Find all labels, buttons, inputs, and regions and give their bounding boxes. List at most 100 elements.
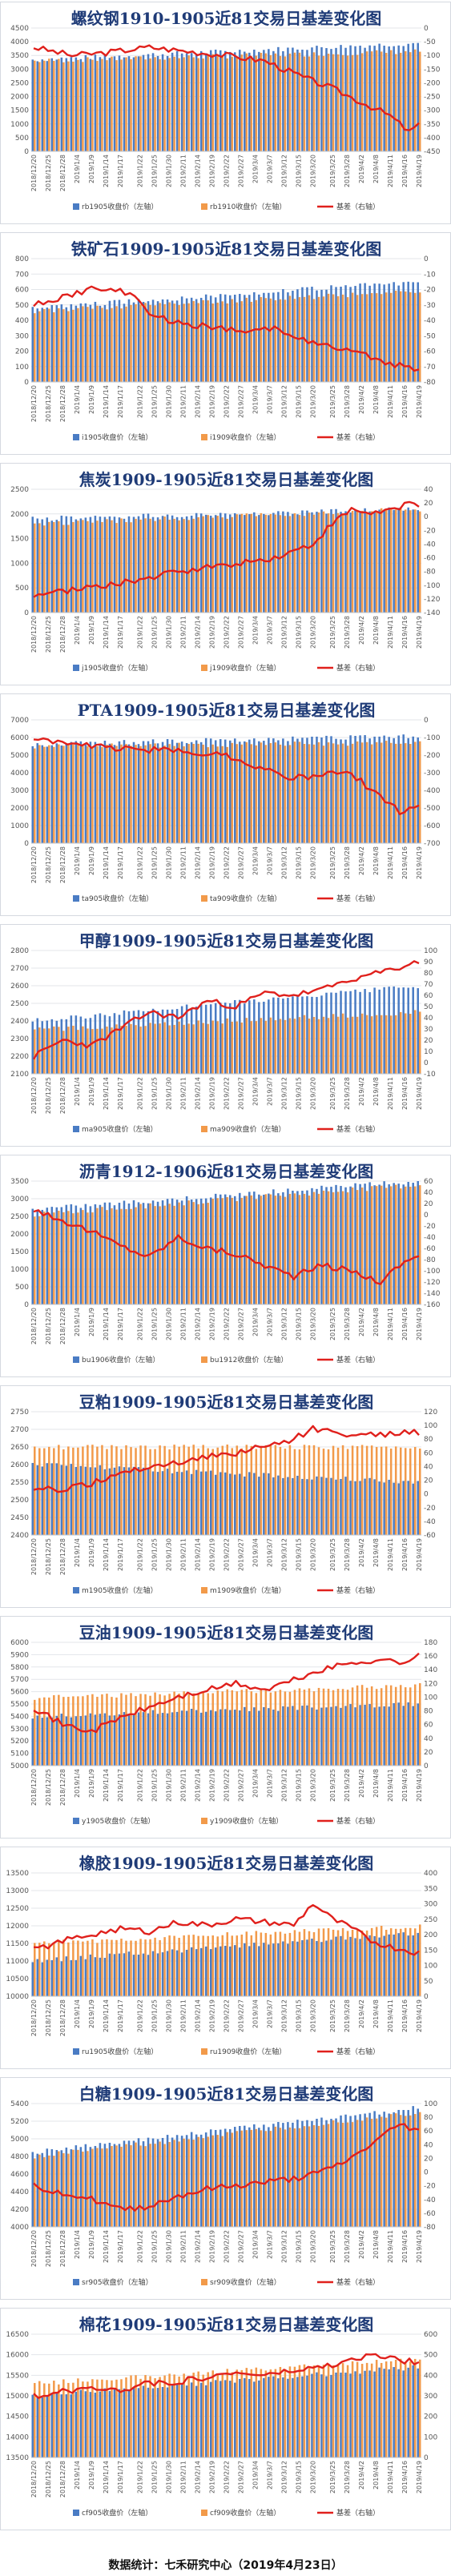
bar-far [284, 1196, 287, 1304]
bar-far [96, 2379, 99, 2457]
bar-far [43, 1212, 46, 1304]
bar-near [223, 739, 227, 843]
bar-near [330, 508, 332, 613]
bar-far [38, 62, 41, 151]
bar-far [245, 1689, 248, 1766]
bar-far [288, 516, 292, 613]
bar-far [149, 1695, 151, 1766]
bar-far [409, 510, 412, 613]
bar-near [263, 1001, 265, 1074]
right-tick-label: 120 [424, 1409, 437, 1417]
bar-near [417, 1481, 419, 1535]
bar-near [272, 738, 275, 843]
bar-far [279, 1931, 282, 1996]
bar-near [36, 308, 39, 382]
bar-near [287, 1943, 289, 1996]
bar-near [263, 1194, 265, 1304]
bar-near [65, 58, 68, 151]
bar-far [255, 1199, 258, 1304]
bar-far [360, 1930, 364, 1996]
x-tick-label: 2019/3/15 [296, 385, 303, 418]
bar-near [132, 1466, 135, 1535]
bar-near [244, 1476, 246, 1535]
bar-far [192, 2373, 195, 2457]
bar-far [101, 1939, 103, 1996]
x-tick-label: 2018/12/20 [30, 1077, 38, 1114]
right-tick-label: -120 [424, 596, 441, 604]
bar-near [151, 1951, 155, 1996]
bar-far [385, 292, 388, 382]
bar-near [344, 991, 347, 1074]
bar-near [99, 2143, 102, 2227]
bar-far [399, 1685, 402, 1766]
bar-far [380, 1688, 383, 1766]
bar-far [404, 1448, 407, 1535]
bar-far [365, 1191, 368, 1304]
bar-far [221, 55, 224, 151]
bar-far [87, 1212, 89, 1304]
bar-near [320, 289, 323, 382]
bar-far [43, 1697, 46, 1766]
bar-far [413, 2114, 417, 2227]
bar-far [279, 744, 282, 843]
bar-far [231, 742, 234, 843]
x-tick-label: 2019/1/4 [74, 385, 81, 414]
bar-far [77, 743, 79, 843]
left-tick-label: 1000 [10, 1266, 29, 1274]
bar-far [322, 55, 325, 151]
x-tick-label: 2019/2/14 [194, 385, 201, 418]
bar-near [31, 1962, 34, 1996]
bar-far [149, 2144, 151, 2227]
bar-far [130, 522, 132, 613]
bar-far [255, 299, 258, 382]
bar-far [38, 2154, 41, 2227]
bar-near [393, 2367, 395, 2457]
bar-far [341, 1013, 344, 1074]
chart-svg: 40004200440046004800500052005400-80-60-4… [10, 2100, 437, 2287]
bar-near [383, 987, 385, 1074]
bar-far [211, 54, 214, 151]
bar-near [378, 43, 381, 151]
bar-near [296, 995, 299, 1074]
bar-near [199, 1712, 203, 1766]
bar-near [79, 2147, 83, 2227]
bar-near [70, 741, 73, 843]
bar-far [284, 299, 287, 382]
bar-near [199, 513, 203, 613]
bar-far [293, 1930, 296, 1996]
bar-far [231, 299, 234, 382]
bar-far [115, 1209, 118, 1304]
bar-near [94, 301, 97, 382]
bar-far [341, 1689, 344, 1766]
bar-far [43, 1941, 46, 1996]
bar-far [356, 1930, 359, 1996]
bar-far [327, 1018, 330, 1074]
bar-far [312, 744, 316, 843]
bar-near [233, 999, 236, 1074]
bar-far [317, 1193, 320, 1304]
x-tick-label: 2019/4/11 [387, 1999, 394, 2032]
bar-near [118, 1714, 121, 1766]
bar-far [332, 54, 335, 151]
right-tick-label: -120 [424, 1279, 441, 1287]
right-tick-label: 300 [424, 2393, 437, 2401]
bar-far [125, 1209, 127, 1304]
bar-far [211, 1449, 214, 1535]
left-tick-label: 5400 [10, 1713, 29, 1721]
bar-far [322, 745, 325, 843]
legend-basis-label: 基差（右轴） [336, 1585, 380, 1595]
bar-near [340, 1935, 342, 1996]
bar-near [287, 998, 289, 1074]
bar-near [214, 297, 217, 382]
bar-far [197, 1204, 199, 1304]
bar-far [279, 1446, 282, 1535]
bar-far [370, 744, 373, 843]
bar-far [202, 1691, 204, 1766]
bar-near [228, 51, 232, 151]
bar-near [89, 2147, 92, 2227]
right-tick-label: 80 [424, 1436, 433, 1444]
right-tick-label: -40 [424, 2196, 436, 2204]
x-tick-label: 2019/4/2 [358, 1769, 365, 1798]
bar-far [260, 1445, 263, 1535]
bar-far [139, 1939, 142, 1996]
